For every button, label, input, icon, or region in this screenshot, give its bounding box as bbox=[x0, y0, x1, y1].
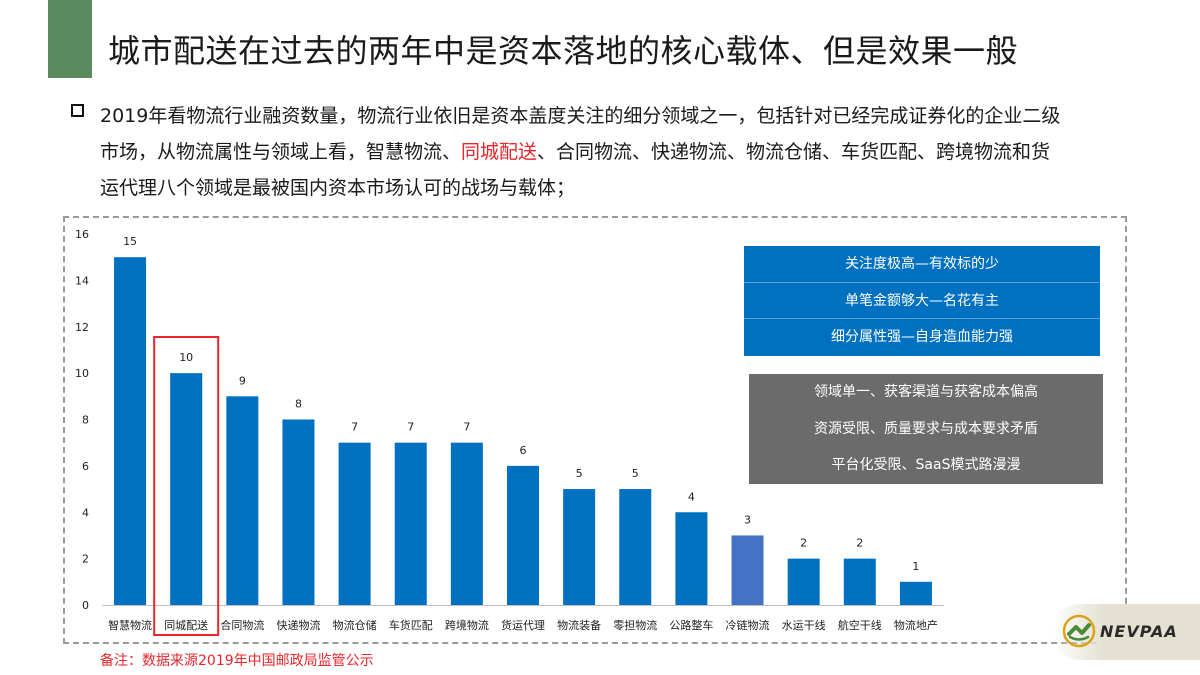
logo: NEVPAA bbox=[1052, 604, 1200, 660]
bar bbox=[787, 558, 820, 605]
y-tick-label: 10 bbox=[75, 367, 89, 380]
page-title: 城市配送在过去的两年中是资本落地的核心载体、但是效果一般 bbox=[108, 32, 1019, 70]
bar-value-label: 7 bbox=[463, 421, 470, 434]
category-label: 快递物流 bbox=[276, 618, 320, 632]
category-label: 物流装备 bbox=[557, 618, 601, 632]
positive-item: 单笔金额够大—名花有主 bbox=[744, 283, 1100, 320]
y-tick-label: 12 bbox=[75, 321, 89, 334]
logo-text: NEVPAA bbox=[1100, 622, 1178, 641]
category-label: 车货匹配 bbox=[389, 618, 433, 632]
negative-item: 领域单一、获客渠道与获客成本偏高 bbox=[814, 384, 1038, 400]
intro-line-2-start: 市场，从物流属性与领域上看，智慧物流、 bbox=[100, 141, 462, 163]
nevpaa-logo-icon bbox=[1062, 614, 1096, 648]
bar bbox=[394, 442, 427, 605]
category-label: 货运代理 bbox=[501, 618, 545, 632]
bar bbox=[170, 373, 203, 605]
bar-value-label: 6 bbox=[520, 444, 527, 457]
bullet-square-icon bbox=[71, 104, 84, 117]
bar-value-label: 5 bbox=[632, 467, 639, 480]
bar bbox=[619, 489, 652, 605]
category-label: 零担物流 bbox=[613, 618, 657, 632]
bar bbox=[338, 442, 371, 605]
logo-background bbox=[1052, 604, 1200, 660]
category-label: 物流仓储 bbox=[333, 618, 377, 632]
bar-value-label: 2 bbox=[856, 537, 863, 550]
chart-frame bbox=[63, 216, 1127, 644]
bar bbox=[114, 257, 147, 605]
category-labels: 智慧物流 同城配送 合同物流 快递物流 物流仓储 车货匹配 跨境物流 货运代理 物流装备 零担物流… bbox=[108, 618, 938, 632]
category-label: 公路整车 bbox=[669, 618, 713, 632]
bar-value-label: 15 bbox=[123, 235, 137, 248]
bar-value-label: 4 bbox=[688, 490, 695, 503]
bar-value-label: 5 bbox=[576, 467, 583, 480]
bar bbox=[226, 396, 259, 605]
bar-value-label: 7 bbox=[351, 421, 358, 434]
y-tick-label: 8 bbox=[82, 414, 89, 427]
bar-value-label: 3 bbox=[744, 513, 751, 526]
bar bbox=[843, 558, 876, 605]
bar bbox=[450, 442, 483, 605]
negative-item: 资源受限、质量要求与成本要求矛盾 bbox=[814, 420, 1038, 437]
bar bbox=[563, 489, 596, 605]
source-note: 备注：数据来源2019年中国邮政局监管公示 bbox=[100, 653, 374, 669]
negatives-panel: 领域单一、获客渠道与获客成本偏高 资源受限、质量要求与成本要求矛盾 平台化受限、… bbox=[749, 374, 1103, 484]
bar-value-label: 1 bbox=[912, 560, 919, 573]
category-label: 冷链物流 bbox=[726, 618, 770, 632]
bar-value-label: 9 bbox=[239, 374, 246, 387]
y-tick-label: 4 bbox=[82, 506, 89, 519]
bar bbox=[899, 581, 932, 605]
y-tick-label: 2 bbox=[82, 553, 89, 566]
category-label: 物流地产 bbox=[894, 618, 938, 632]
highlight-box bbox=[153, 336, 220, 636]
intro-line-3: 运代理八个领域是最被国内资本市场认可的战场与载体； bbox=[100, 177, 576, 199]
y-tick-label: 6 bbox=[82, 460, 89, 473]
value-labels: 15 10 9 8 7 7 7 6 5 5 4 3 2 2 1 bbox=[123, 235, 919, 573]
category-label: 跨境物流 bbox=[445, 618, 489, 632]
category-label: 智慧物流 bbox=[108, 618, 152, 632]
positive-item: 关注度极高—有效标的少 bbox=[744, 246, 1100, 283]
category-label: 合同物流 bbox=[220, 618, 264, 632]
intro-highlight: 同城配送 bbox=[461, 141, 538, 163]
y-tick-label: 0 bbox=[82, 599, 89, 612]
intro-paragraph: 2019年看物流行业融资数量，物流行业依旧是资本盖度关注的细分领域之一，包括针对… bbox=[100, 98, 1130, 206]
bar-value-label: 7 bbox=[407, 421, 414, 434]
bars bbox=[114, 257, 932, 605]
bar bbox=[675, 512, 708, 605]
title-accent-bar bbox=[48, 0, 92, 78]
y-axis: 0 2 4 6 8 10 12 14 16 bbox=[75, 228, 89, 612]
negative-item: 平台化受限、SaaS模式路漫漫 bbox=[831, 457, 1021, 474]
bar bbox=[731, 535, 764, 605]
bar bbox=[282, 419, 315, 605]
category-label: 水运干线 bbox=[782, 618, 826, 632]
bar-value-label: 2 bbox=[800, 537, 807, 550]
bar-value-label: 10 bbox=[179, 351, 193, 364]
intro-line-2-end: 、合同物流、快递物流、物流仓储、车货匹配、跨境物流和货 bbox=[537, 141, 1051, 163]
bar bbox=[507, 465, 539, 605]
intro-line-2: 市场，从物流属性与领域上看，智慧物流、同城配送、合同物流、快递物流、物流仓储、车… bbox=[100, 134, 1130, 170]
category-label: 航空干线 bbox=[838, 618, 882, 632]
bar-value-label: 8 bbox=[295, 398, 302, 411]
positive-item: 细分属性强—自身造血能力强 bbox=[831, 329, 1013, 346]
positives-panel: 关注度极高—有效标的少 单笔金额够大—名花有主 细分属性强—自身造血能力强 bbox=[744, 246, 1100, 356]
category-label: 同城配送 bbox=[164, 618, 208, 632]
y-tick-label: 14 bbox=[75, 274, 89, 287]
intro-line-1: 2019年看物流行业融资数量，物流行业依旧是资本盖度关注的细分领域之一，包括针对… bbox=[100, 105, 1061, 127]
y-tick-label: 16 bbox=[75, 228, 89, 241]
